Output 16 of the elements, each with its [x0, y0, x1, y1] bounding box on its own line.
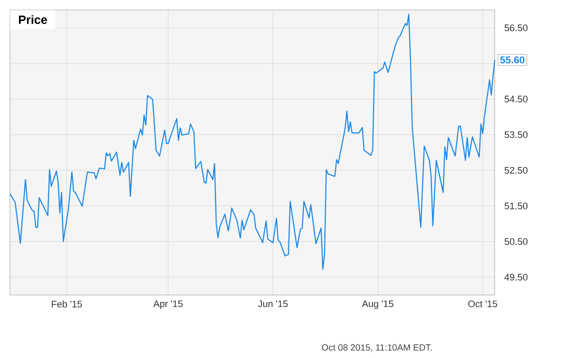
y-tick-label: 54.50: [504, 96, 528, 102]
x-tick-label: Feb '15: [52, 300, 82, 308]
x-tick-label: Oct '15: [468, 300, 498, 308]
y-tick-label: 52.50: [504, 166, 528, 174]
chart-title: Price: [18, 15, 48, 24]
y-tick-label: 53.50: [504, 131, 528, 138]
y-tick-label: 49.50: [504, 274, 528, 281]
x-tick-label: Apr '15: [153, 300, 183, 309]
y-tick-label: 50.50: [504, 238, 528, 245]
x-tick-label: Aug '15: [362, 300, 394, 309]
y-tick-label: 51.50: [504, 202, 528, 210]
annotation: 55.60: [500, 56, 524, 64]
line-series: [9, 14, 496, 270]
y-tick-label: 56.50: [504, 24, 528, 32]
x-tick-label: Jun '15: [258, 300, 288, 308]
text: Oct 08 2015, 11:10AM EDT.: [322, 344, 432, 352]
